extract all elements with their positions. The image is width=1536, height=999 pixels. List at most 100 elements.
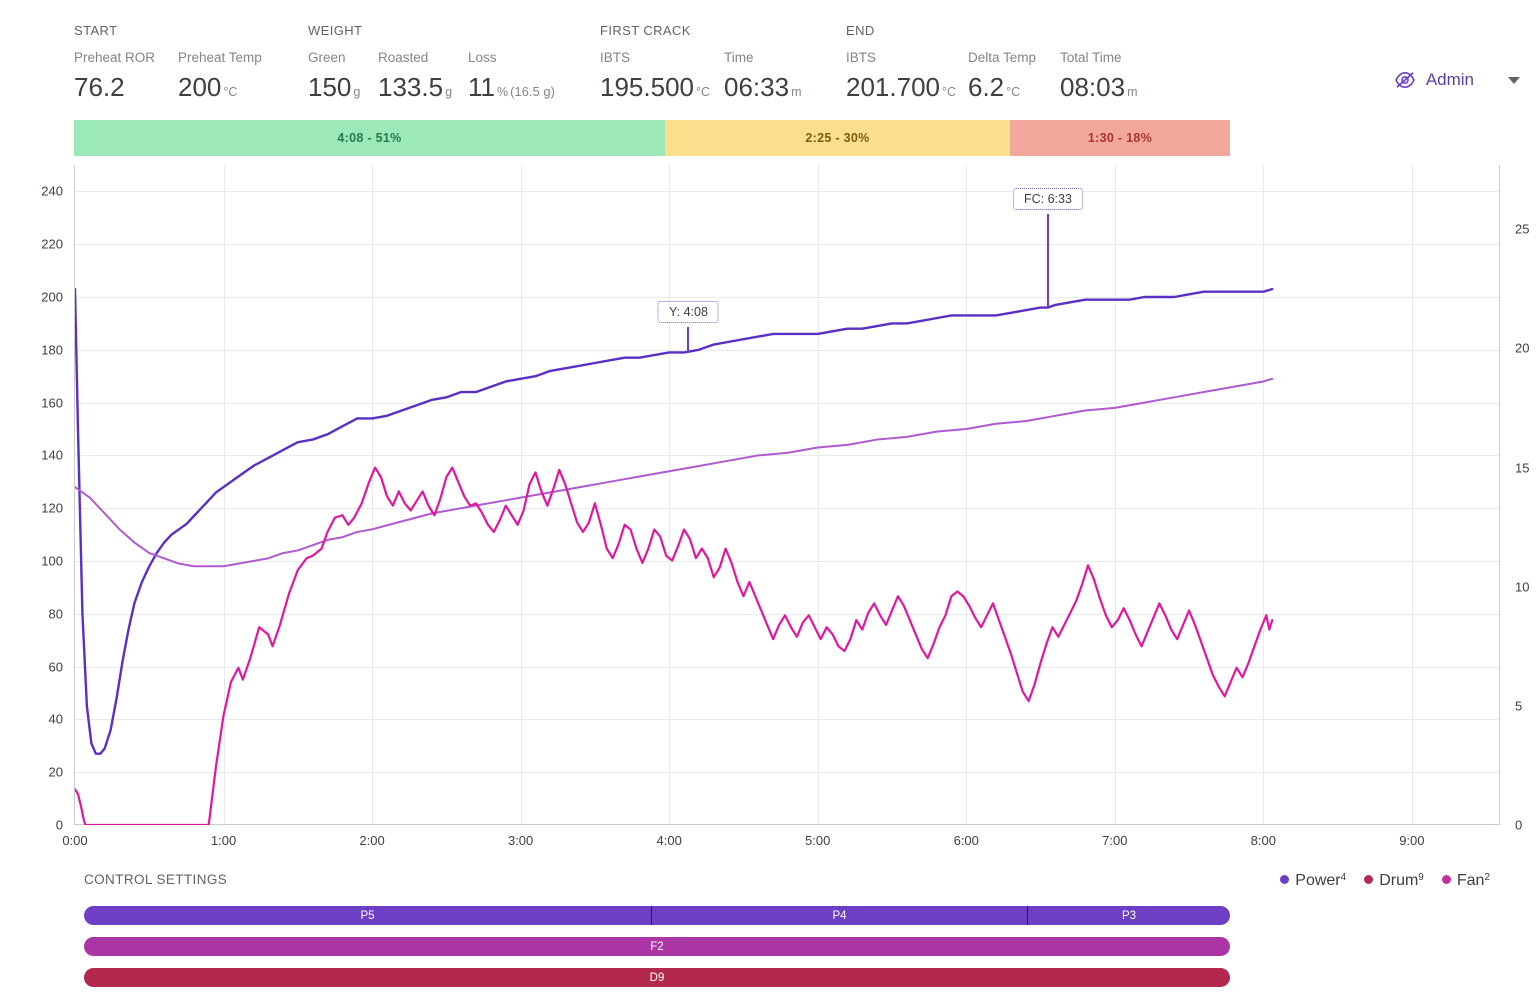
stat-col: Preheat ROR 76.2 (74, 50, 155, 102)
y-axis-tick-label: 0 (55, 817, 63, 833)
series-line (75, 466, 1274, 825)
stat-group-title: START (74, 23, 118, 38)
y-axis-tick-label: 160 (41, 395, 63, 411)
gridline (75, 349, 1499, 351)
control-segment[interactable]: P4 (651, 906, 1027, 925)
control-segment-label: D9 (649, 971, 665, 984)
stat-col: IBTS 195.500 °C (600, 50, 710, 107)
y-axis-tick-label: 200 (41, 289, 63, 305)
y-axis-tick-label: 180 (41, 342, 63, 358)
drum-row[interactable]: D9 (84, 968, 1230, 987)
phase-label: 4:08 - 51% (337, 131, 402, 145)
stat-value: 200 °C (178, 72, 262, 107)
x-axis-tick-label: 9:00 (1399, 833, 1425, 848)
annotation-stem (687, 327, 690, 353)
stat-value: 133.5 g (378, 72, 452, 107)
stat-value: 06:33 m (724, 72, 802, 107)
y-axis-tick-label: 220 (41, 236, 63, 252)
legend-superscript: 9 (1418, 872, 1424, 883)
power-row[interactable]: P5 P4 P3 (84, 906, 1230, 925)
stat-value: 76.2 (74, 72, 155, 102)
phase-segment[interactable]: 4:08 - 51% (74, 120, 665, 156)
stat-number: 195.500 (600, 72, 694, 102)
stat-group-title: FIRST CRACK (600, 23, 691, 38)
gridline (75, 561, 1499, 562)
legend-color-dot (1441, 875, 1451, 884)
legend-item[interactable]: Drum 9 (1364, 872, 1424, 890)
stat-label: Preheat Temp (178, 50, 262, 65)
stat-label: Green (308, 50, 346, 65)
gridline (817, 165, 819, 824)
y-axis-tick-label: 20 (48, 764, 63, 780)
stat-number: 133.5 (378, 72, 444, 102)
legend-label: Drum (1379, 872, 1419, 889)
stat-col: Total Time 08:03 m (1060, 50, 1138, 107)
phase-segment[interactable]: 1:30 - 18% (1010, 120, 1230, 156)
stat-number: 6.2 (968, 72, 1005, 102)
stat-label: Delta Temp (968, 50, 1037, 65)
control-segment[interactable]: P3 (1027, 906, 1230, 925)
gridline (75, 772, 1499, 774)
stat-value: 195.500 °C (600, 72, 710, 107)
gridline (1114, 165, 1116, 824)
stat-label: Total Time (1060, 50, 1122, 65)
user-name[interactable]: Admin (1425, 70, 1474, 89)
x-axis-tick-label: 2:00 (359, 833, 385, 848)
plot-area[interactable]: 0 20 40 60 80 100 120 140 160 180 200 220 240 0 5 10 15 2… (41, 165, 1529, 848)
control-segment-label: P5 (360, 909, 375, 922)
series-line (75, 377, 1274, 568)
legend-item[interactable]: Power 4 (1280, 872, 1346, 890)
series-layer (75, 287, 1274, 825)
gridline (1411, 165, 1413, 824)
legend-item[interactable]: Fan 2 (1441, 872, 1490, 890)
stat-col: Preheat Temp 200 °C (178, 50, 262, 107)
control-segment[interactable]: D9 (84, 968, 1230, 987)
legend-superscript: 4 (1340, 872, 1347, 883)
annotation-label: Y: 4:08 (658, 301, 719, 324)
gridline (75, 719, 1499, 721)
stat-unit: °C (941, 85, 957, 99)
y-axis-tick-label: 40 (48, 711, 63, 727)
legend-superscript: 2 (1484, 872, 1490, 883)
phase-segment[interactable]: 2:25 - 30% (665, 120, 1010, 156)
control-segment[interactable]: F2 (84, 937, 1230, 956)
gridline (75, 191, 1499, 193)
eye-slash-icon[interactable] (1394, 71, 1416, 89)
stat-col: Time 06:33 m (724, 50, 802, 107)
stat-unit: g (445, 85, 453, 99)
gridline (75, 508, 1499, 510)
stat-label: Time (724, 50, 754, 65)
stat-group-title: END (846, 23, 875, 38)
gridline (75, 613, 1499, 615)
x-axis-tick-label: 8:00 (1250, 833, 1276, 848)
stat-label: IBTS (846, 50, 877, 65)
y2-axis-tick-label: 5 (1515, 698, 1523, 714)
gridline (1263, 165, 1265, 824)
stat-number: 200 (178, 72, 222, 102)
gridline (372, 165, 374, 824)
fan-row[interactable]: F2 (84, 937, 1230, 956)
legend-color-dot (1364, 875, 1374, 884)
y-axis-tick-label: 60 (48, 659, 63, 675)
gridline (520, 165, 522, 824)
stat-label: IBTS (600, 50, 631, 65)
phase-label: 2:25 - 30% (805, 131, 870, 145)
gridline (669, 165, 671, 824)
phase-label: 1:30 - 18% (1087, 131, 1153, 145)
stat-value: 201.700 °C (846, 72, 956, 107)
control-segment[interactable]: P5 (84, 906, 651, 925)
control-settings-title: CONTROL SETTINGS (84, 872, 228, 887)
stat-value: 11% (16.5 g) (468, 72, 555, 107)
stat-value: 08:03 m (1060, 72, 1138, 107)
stat-extra: (16.5 g) (510, 84, 555, 99)
gridline (75, 455, 1499, 457)
x-axis-tick-label: 3:00 (507, 833, 534, 848)
x-axis-tick-label: 7:00 (1102, 833, 1128, 848)
stat-number: 06:33 (724, 72, 790, 102)
roast-chart: 0 20 40 60 80 100 120 140 160 180 200 220 240 0 5 10 15 2… (0, 118, 1536, 848)
chevron-down-icon[interactable] (1508, 76, 1520, 84)
stat-number: 08:03 (1060, 72, 1126, 102)
gridline (966, 165, 968, 824)
legend-label: Fan (1456, 872, 1485, 889)
user-menu[interactable]: Admin (1394, 70, 1520, 90)
